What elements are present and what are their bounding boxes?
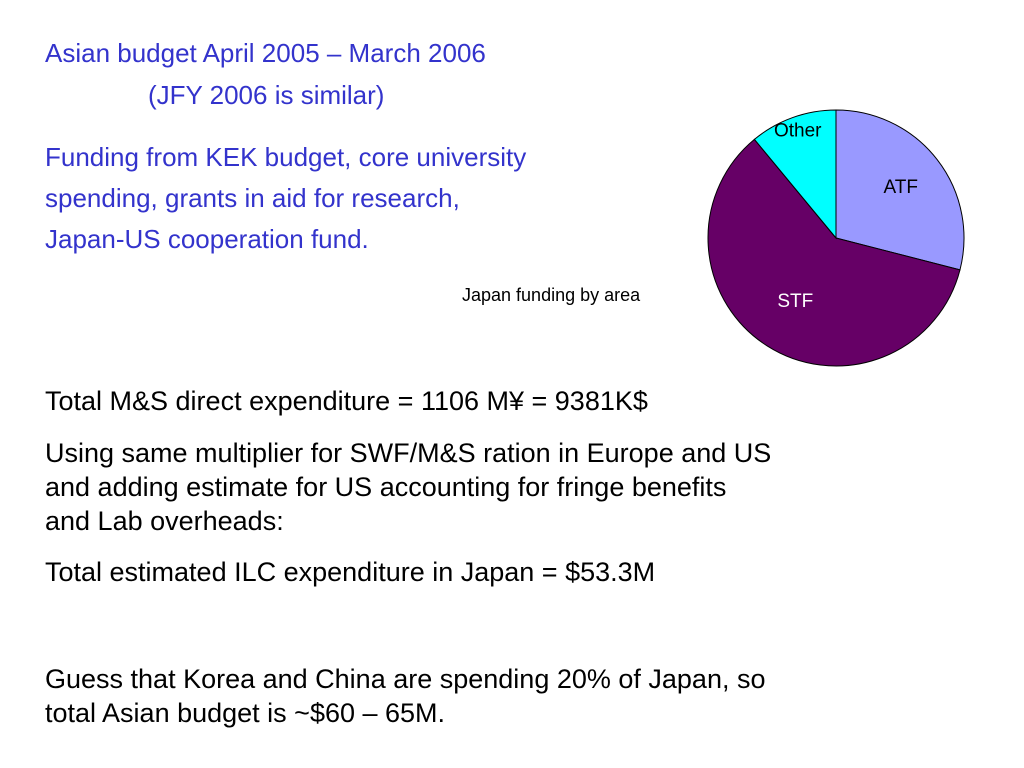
paragraph-line: Total estimated ILC expenditure in Japan…: [45, 557, 655, 587]
paragraph-line: and adding estimate for US accounting fo…: [45, 472, 726, 502]
pie-slice: [707, 138, 961, 367]
paragraph-line: Total M&S direct expenditure = 1106 M¥ =…: [45, 386, 648, 416]
pie-slice: [835, 109, 965, 271]
paragraph-line: and Lab overheads:: [45, 506, 284, 536]
pie-chart: ATF STF Other: [707, 109, 965, 367]
funding-note: spending, grants in aid for research,: [45, 183, 460, 213]
funding-note: Funding from KEK budget, core university: [45, 142, 526, 172]
slice-label: STF: [777, 291, 813, 312]
slice-label: ATF: [884, 177, 918, 198]
funding-note: Japan-US cooperation fund.: [45, 224, 369, 254]
chart-title: Japan funding by area: [462, 285, 641, 305]
slice-label: Other: [774, 121, 822, 142]
paragraph-line: Guess that Korea and China are spending …: [45, 664, 765, 694]
paragraph-line: total Asian budget is ~$60 – 65M.: [45, 698, 445, 728]
pie-slice: [753, 109, 837, 240]
title: Asian budget April 2005 – March 2006: [45, 38, 486, 68]
paragraph-line: Using same multiplier for SWF/M&S ration…: [45, 438, 771, 468]
subtitle: (JFY 2006 is similar): [148, 80, 384, 110]
